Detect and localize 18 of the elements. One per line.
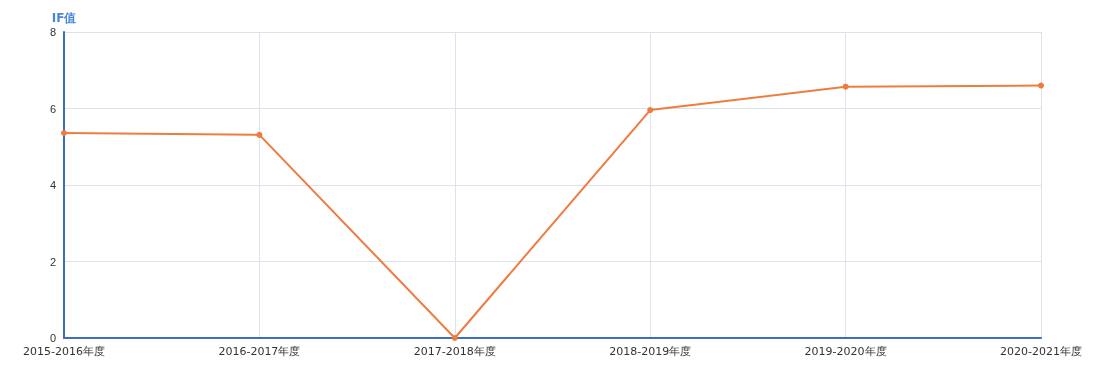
- x-tick-label: 2015-2016年度: [23, 345, 105, 358]
- y-tick-label: 2: [49, 255, 56, 268]
- point: [647, 107, 654, 114]
- point: [451, 335, 458, 341]
- y-tick-label: 6: [49, 102, 56, 115]
- y-axis-title: IF值: [51, 11, 77, 25]
- point: [61, 129, 67, 136]
- x-tick-label: 2017-2018年度: [413, 345, 496, 358]
- x-tick-label: 2019-2020年度: [804, 345, 887, 358]
- y-tick-label: 8: [49, 26, 56, 38]
- x-tick-label: 2020-2021年度: [1000, 345, 1082, 358]
- y-tick-label: 0: [49, 332, 56, 344]
- x-tick-label: 2018-2019年度: [609, 345, 692, 358]
- point: [842, 83, 849, 90]
- point: [1038, 82, 1044, 89]
- point: [256, 131, 263, 138]
- x-tick-label: 2016-2017年度: [218, 345, 301, 358]
- y-tick-label: 4: [49, 179, 56, 191]
